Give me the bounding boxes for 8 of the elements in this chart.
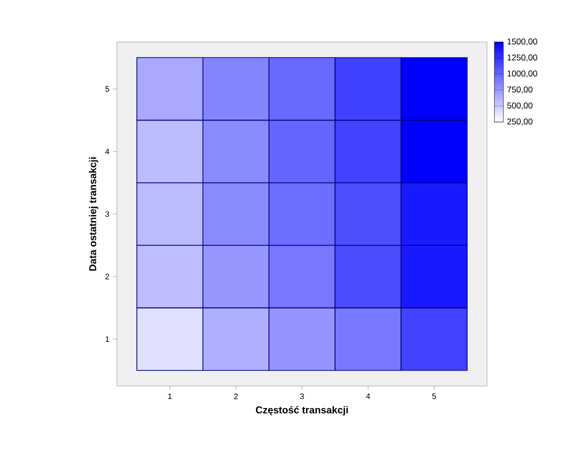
color-bar-label: 750,00	[507, 86, 532, 94]
color-bar-label: 1250,00	[508, 54, 538, 62]
y-axis-title: Data ostatniej transakcji	[88, 157, 98, 271]
x-axis-title: Częstość transakcji	[256, 406, 348, 416]
color-bar-label: 500,00	[507, 102, 532, 110]
color-bar-label: 1000,00	[508, 70, 538, 78]
color-bar-label: 250,00	[507, 118, 532, 126]
color-bar-label: 1500,00	[508, 38, 538, 46]
